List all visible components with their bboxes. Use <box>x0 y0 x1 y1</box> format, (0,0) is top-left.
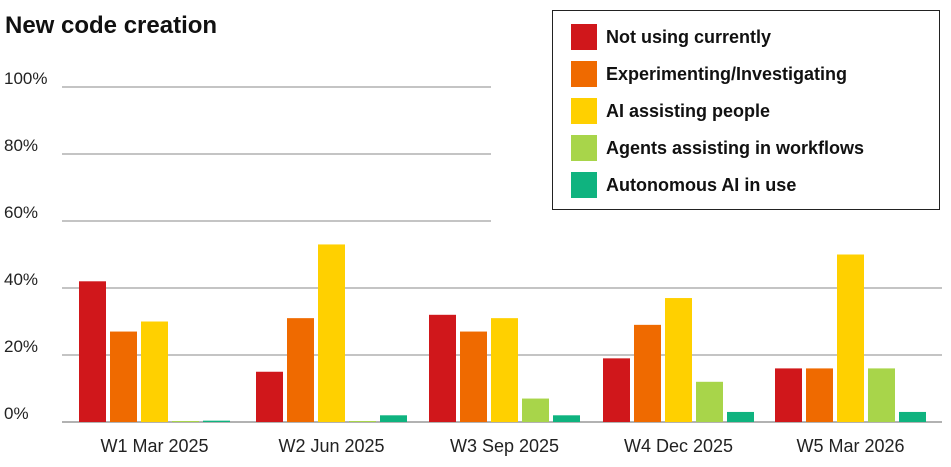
legend-swatch <box>571 135 597 161</box>
bar <box>727 411 754 422</box>
legend-item: Autonomous AI in use <box>571 172 796 198</box>
legend-swatch <box>571 172 597 198</box>
y-tick-label: 100% <box>4 69 47 88</box>
bar <box>868 368 895 422</box>
category-label: W3 Sep 2025 <box>450 436 559 456</box>
x-axis-categories: W1 Mar 2025 W2 Jun 2025 W3 Sep 2025 W4 Dec … <box>100 436 904 456</box>
bar <box>287 318 314 422</box>
y-tick-label: 20% <box>4 337 38 356</box>
bar <box>634 324 661 422</box>
legend-label: Not using currently <box>606 26 772 47</box>
bar <box>491 318 518 422</box>
legend-item: Not using currently <box>571 24 771 50</box>
y-tick-label: 40% <box>4 270 38 289</box>
bar <box>775 368 802 422</box>
legend: Not using currently Experimenting/Investi… <box>552 10 940 210</box>
bar <box>460 331 487 422</box>
legend-item: Experimenting/Investigating <box>571 61 847 87</box>
bar <box>696 381 723 422</box>
bar <box>141 321 168 422</box>
legend-label: Experimenting/Investigating <box>606 63 848 84</box>
bar <box>256 371 283 422</box>
bar <box>899 411 926 422</box>
category-label: W1 Mar 2025 <box>100 436 208 456</box>
y-axis-ticks: 0% 20% 40% 60% 80% 100% <box>4 69 47 423</box>
legend-swatch <box>571 24 597 50</box>
legend-item: AI assisting people <box>571 98 770 124</box>
legend-item: Agents assisting in workflows <box>571 135 864 161</box>
bar <box>172 420 199 422</box>
bar <box>429 314 456 422</box>
bar <box>318 244 345 422</box>
legend-label: AI assisting people <box>606 100 771 121</box>
legend-swatch <box>571 98 597 124</box>
legend-label: Autonomous AI in use <box>606 174 797 195</box>
y-tick-label: 80% <box>4 136 38 155</box>
bar <box>203 420 230 422</box>
bar <box>837 254 864 422</box>
category-label: W4 Dec 2025 <box>624 436 733 456</box>
bar <box>79 281 106 422</box>
bar <box>603 358 630 422</box>
bar <box>349 420 376 422</box>
bar <box>665 298 692 422</box>
chart-title: New code creation <box>5 12 218 39</box>
legend-label: Agents assisting in workflows <box>606 137 865 158</box>
category-label: W5 Mar 2026 <box>796 436 904 456</box>
bars <box>79 244 926 422</box>
bar <box>110 331 137 422</box>
y-tick-label: 0% <box>4 404 29 423</box>
y-tick-label: 60% <box>4 203 38 222</box>
bar <box>522 398 549 422</box>
bar <box>553 415 580 422</box>
bar <box>380 415 407 422</box>
legend-swatch <box>571 61 597 87</box>
bar <box>806 368 833 422</box>
category-label: W2 Jun 2025 <box>278 436 384 456</box>
